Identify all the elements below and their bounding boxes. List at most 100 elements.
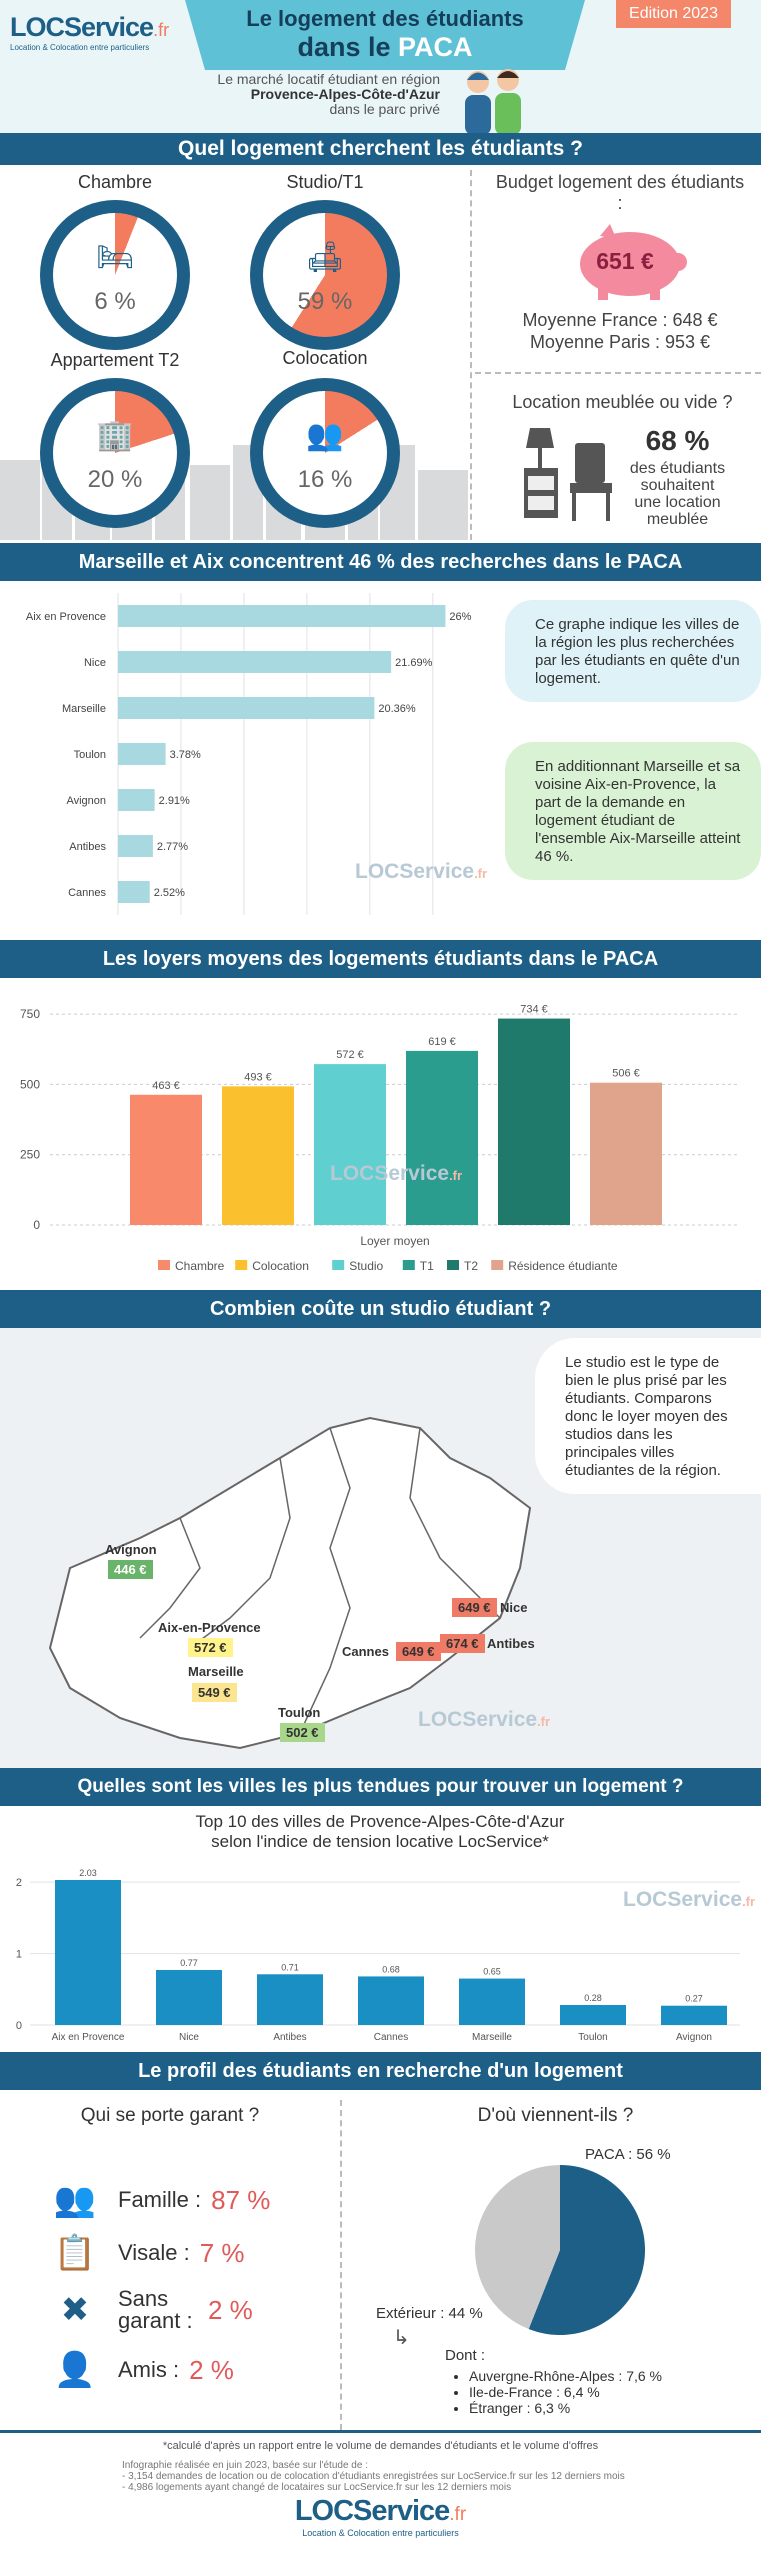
ring-chart: 🏢 20 %: [40, 378, 190, 528]
legend-swatch: [402, 1260, 415, 1270]
tension-chart: 0 1 2 2.03 Aix en Provence 0.77 Nice 0.71 Antibe…: [16, 1868, 740, 2043]
search-share-chart: 0510152025Aix en Provence26%Nice21.69%Ma…: [26, 593, 472, 915]
price-antibes: 674 €: [440, 1634, 485, 1653]
title-box: Le logement des étudiants dans le PACA: [185, 0, 585, 70]
footer-line-1: Infographie réalisée en juin 2023, basée…: [122, 2460, 368, 2471]
data-label: 493 €: [244, 1071, 272, 1083]
piggy-bank-icon: [580, 224, 687, 300]
section6-title: Le profil des étudiants en recherche d'u…: [0, 2052, 761, 2090]
footer-logo[interactable]: LOCService.fr Location & Colocation entr…: [0, 2495, 761, 2538]
category-label: Aix en Provence: [26, 611, 106, 623]
garant-value: 2 %: [189, 2354, 234, 2385]
logo-tagline: Location & Colocation entre particuliers: [10, 43, 150, 52]
city-antibes: Antibes: [487, 1636, 535, 1651]
city-toulon: Toulon: [278, 1705, 321, 1720]
subtitle-line-1: Le marché locatif étudiant en région: [217, 71, 440, 87]
data-label: 2.77%: [157, 841, 188, 853]
city-avignon: Avignon: [105, 1542, 157, 1557]
subtitle-line-2: Provence-Alpes-Côte-d'Azur: [250, 86, 440, 102]
data-label: 3.78%: [170, 749, 201, 761]
bar: [590, 1082, 662, 1225]
subtitle-line-2: selon l'indice de tension locative LocSe…: [211, 1832, 549, 1851]
data-label: 21.69%: [395, 657, 433, 669]
subtitle-line-3: dans le parc privé: [329, 101, 440, 117]
city-marseille: Marseille: [188, 1664, 244, 1679]
footer-line-2: - 3,154 demandes de location ou de coloc…: [122, 2471, 625, 2482]
ring-fill: [263, 213, 387, 337]
category-label: Antibes: [273, 2032, 306, 2043]
legend-label: Colocation: [252, 1259, 309, 1270]
footer-rule: [0, 2430, 761, 2433]
y-tick-label: 0: [16, 2020, 22, 2032]
city-nice: Nice: [500, 1600, 528, 1615]
legend-swatch: [447, 1260, 459, 1270]
type-label: Studio/T1: [286, 172, 364, 192]
category-label: Toulon: [578, 2032, 607, 2043]
logo[interactable]: LOCService.fr Location & Colocation entr…: [10, 12, 169, 52]
watermark-logo: LOCService.fr: [355, 860, 488, 883]
group-icon: 👥: [306, 419, 344, 452]
category-label: Cannes: [68, 887, 106, 899]
bar: [560, 2005, 626, 2025]
garant-label: Famille :: [118, 2187, 202, 2212]
section6-divider: [340, 2100, 342, 2430]
legend-label: Studio: [349, 1259, 383, 1270]
type-label: Appartement T2: [50, 350, 180, 370]
x-axis-label: Loyer moyen: [360, 1234, 429, 1248]
data-label: 26%: [449, 611, 471, 623]
origin-item: Auvergne-Rhône-Alpes : 7,6 %: [469, 2368, 662, 2384]
garant-famille: 👥 Famille : 87 %: [50, 2180, 271, 2220]
subtitle: Le marché locatif étudiant en région Pro…: [140, 72, 440, 117]
bar: [130, 1094, 202, 1225]
category-label: Toulon: [74, 749, 106, 761]
category-label: Marseille: [62, 703, 106, 715]
ring-chart: 🛏 6 %: [40, 200, 190, 350]
header: LOCService.fr Location & Colocation entr…: [0, 0, 761, 135]
logo-text: LOCService: [10, 12, 154, 42]
y-tick-label: 750: [20, 1007, 40, 1021]
footer-note: *calculé d'après un rapport entre le vol…: [162, 2440, 599, 2452]
category-label: Antibes: [69, 841, 106, 853]
section5-title: Quelles sont les villes les plus tendues…: [0, 1768, 761, 1806]
watermark-logo: LOCService.fr: [418, 1708, 551, 1731]
bar: [118, 651, 392, 673]
category-label: Avignon: [676, 2032, 712, 2043]
garant-value: 87 %: [211, 2184, 271, 2215]
bed-icon: 🛏: [95, 241, 135, 274]
section2-title: Marseille et Aix concentrent 46 % des re…: [0, 543, 761, 581]
footer-logo-text: LOCService: [294, 2495, 450, 2527]
legend-swatch: [332, 1260, 345, 1270]
legend-swatch: [158, 1260, 170, 1270]
pie-slice: [528, 2165, 645, 2335]
data-label: 0.71: [281, 1962, 299, 1972]
meuble-text-1: des étudiants: [629, 460, 726, 477]
category-label: Marseille: [472, 2032, 512, 2043]
legend-label: Chambre: [175, 1259, 225, 1270]
price-cannes: 649 €: [396, 1642, 441, 1661]
footer-line-3: - 4,986 logements ayant changé de locata…: [122, 2482, 512, 2493]
garant-visale: 📋 Visale : 7 %: [50, 2233, 245, 2273]
budget-france: Moyenne France : 648 €: [522, 310, 718, 330]
dont-label: Dont :: [445, 2347, 486, 2364]
ring-fill: [263, 391, 387, 515]
bar: [118, 835, 153, 857]
footer-logo-suffix: .fr: [449, 2504, 467, 2525]
city-cannes: Cannes: [342, 1644, 389, 1659]
data-label: 0.28: [584, 1993, 602, 2003]
furniture-icon: [524, 428, 612, 521]
students-illustration: [465, 69, 521, 135]
legend-swatch: [491, 1260, 504, 1270]
garant-label: Amis :: [118, 2357, 180, 2382]
title-line-1: Le logement des étudiants: [246, 6, 524, 31]
garant-value: 7 %: [199, 2237, 245, 2268]
title-prefix: dans le: [297, 32, 391, 62]
bar: [118, 697, 375, 719]
garant-title: Qui se porte garant ?: [80, 2105, 260, 2126]
data-label: 572 €: [336, 1049, 364, 1061]
exterieur-label: Extérieur : 44 %: [376, 2305, 483, 2322]
section1-divider: [470, 170, 472, 540]
data-label: 20.36%: [378, 703, 416, 715]
bar: [459, 1978, 525, 2025]
garant-label: Sans garant :: [118, 2286, 193, 2333]
garant-value: 2 %: [208, 2294, 253, 2325]
